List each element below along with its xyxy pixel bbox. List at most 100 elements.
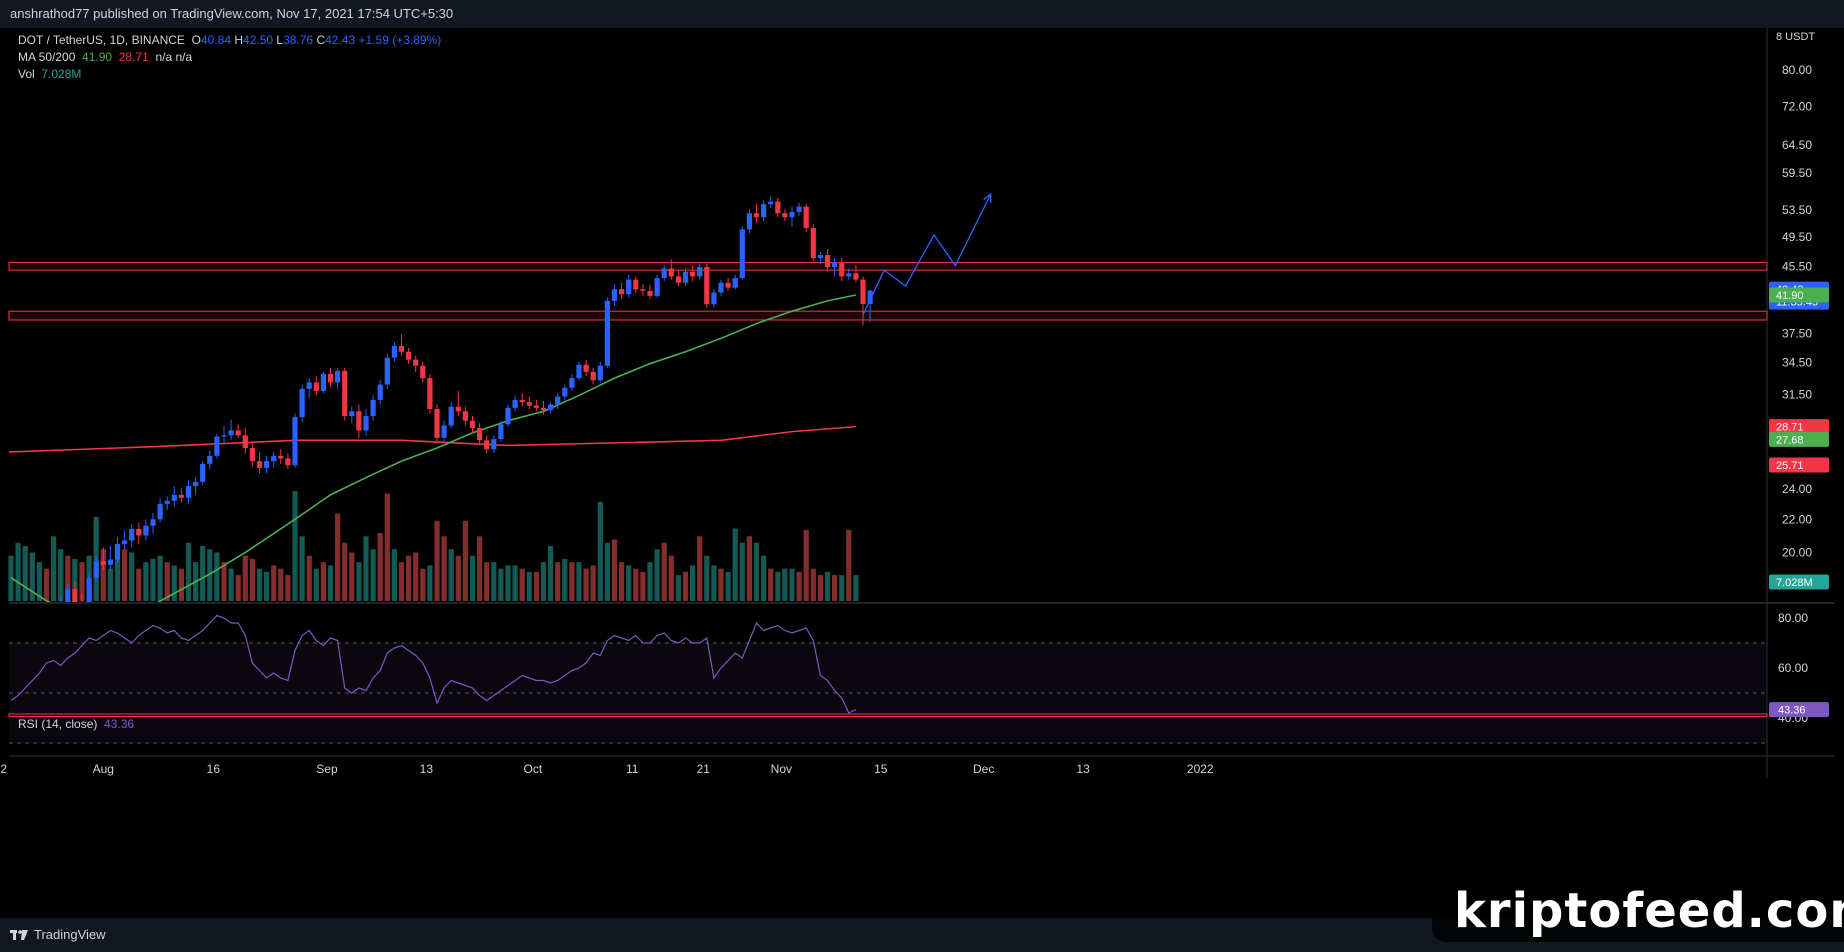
ma-label: MA 50/200 — [18, 50, 76, 64]
candle-body — [93, 561, 99, 578]
time-tick-label: Aug — [93, 762, 114, 776]
candle-body — [413, 359, 419, 366]
price-badge-text: 41.90 — [1776, 290, 1804, 302]
candle-body — [349, 411, 355, 416]
candle — [668, 259, 674, 280]
candle-body — [370, 399, 376, 416]
candle-body — [448, 406, 454, 426]
volume-bar — [753, 542, 760, 601]
candle — [157, 497, 163, 523]
price-tick-label: 64.50 — [1782, 138, 1812, 152]
volume-bar — [391, 549, 397, 601]
candle-body — [817, 255, 823, 259]
price-badge-text: 7.028M — [1776, 577, 1813, 589]
change-value: +1.59 (+3.89%) — [358, 33, 442, 47]
candle — [690, 265, 696, 282]
tradingview-brand[interactable]: TradingView — [10, 927, 106, 942]
candle — [398, 334, 405, 356]
candle — [242, 427, 248, 454]
candle — [299, 384, 305, 422]
rsi-pane-bg — [9, 604, 1767, 755]
volume-bar — [363, 536, 369, 601]
candle-body — [654, 278, 660, 296]
volume-bar — [58, 549, 64, 601]
volume-bar — [249, 558, 255, 601]
candle-body — [185, 486, 192, 498]
rsi-label: RSI (14, close) — [18, 717, 98, 731]
price-tick-label: 20.00 — [1782, 545, 1812, 559]
candle-body — [455, 406, 461, 412]
price-tick-label: 31.50 — [1782, 387, 1812, 401]
volume-bar — [782, 568, 788, 601]
projection-path — [862, 193, 992, 315]
candle-body — [342, 370, 348, 416]
candle-body — [611, 289, 618, 301]
time-tick-label: 16 — [207, 762, 221, 776]
volume-bar — [611, 539, 618, 601]
price-tick-label: 22.00 — [1782, 512, 1812, 526]
candle — [626, 274, 632, 298]
candle-body — [462, 411, 468, 421]
candle — [356, 404, 362, 438]
price-badge: 27.68 — [1769, 431, 1829, 447]
volume-bar — [107, 568, 113, 601]
candle — [327, 367, 334, 387]
volume-bar — [242, 555, 248, 601]
candle — [107, 545, 113, 571]
candle-body — [335, 370, 341, 383]
open-label: O — [191, 33, 201, 47]
volume-bar — [299, 536, 305, 601]
volume-bar — [100, 549, 106, 601]
time-tick-label: 15 — [874, 762, 888, 776]
volume-bar — [370, 549, 376, 601]
candle — [590, 367, 596, 385]
volume-bar — [576, 562, 582, 601]
volume-bar — [555, 562, 561, 601]
candle-body — [846, 273, 852, 277]
candle-body — [249, 447, 255, 462]
volume-bar — [512, 565, 518, 601]
candle — [100, 547, 106, 571]
volume-bar — [682, 571, 689, 601]
time-tick-label: 13 — [420, 762, 434, 776]
vol-label: Vol — [18, 67, 35, 81]
volume-bar — [853, 575, 859, 601]
volume-bar — [590, 565, 596, 601]
chart-canvas[interactable]: 80.00 72.00 64.50 59.50 53.50 49.50 45.50 37.50… — [0, 28, 1844, 918]
volume-bar — [384, 493, 390, 601]
open-value: 40.84 — [200, 33, 231, 47]
volume-bar — [796, 571, 802, 601]
volume-bar — [349, 552, 355, 601]
high-value: 42.50 — [243, 33, 274, 47]
volume-bar — [356, 562, 362, 601]
candle — [278, 449, 284, 464]
resistance-zone — [8, 262, 1768, 271]
volume-bar — [839, 575, 845, 601]
projection-arrow-head — [983, 192, 992, 204]
ma-na-value: n/a n/a — [155, 50, 193, 64]
candle-body — [86, 577, 92, 602]
price-badge-text: 28.71 — [1776, 422, 1804, 434]
candle-body — [803, 206, 809, 228]
candle-body — [491, 439, 497, 450]
candle — [406, 347, 412, 364]
candle — [832, 258, 838, 277]
candle — [86, 572, 92, 602]
candle-body — [548, 404, 554, 411]
volume-bar — [569, 562, 575, 601]
candle — [867, 290, 873, 323]
candle — [718, 279, 724, 296]
volume-bar — [221, 562, 227, 601]
rsi-badge-text: 43.36 — [1778, 705, 1806, 717]
candle-body — [619, 289, 625, 295]
candle — [313, 376, 319, 396]
candle-body — [292, 417, 298, 466]
rsi-legend: RSI (14, close) 43.36 — [18, 716, 134, 733]
volume-bar — [79, 562, 85, 601]
volume-bar — [604, 542, 610, 601]
volume-bar — [327, 565, 334, 601]
candle — [569, 373, 575, 392]
candle-body — [441, 425, 447, 438]
candle — [789, 206, 795, 227]
candle — [114, 537, 121, 564]
